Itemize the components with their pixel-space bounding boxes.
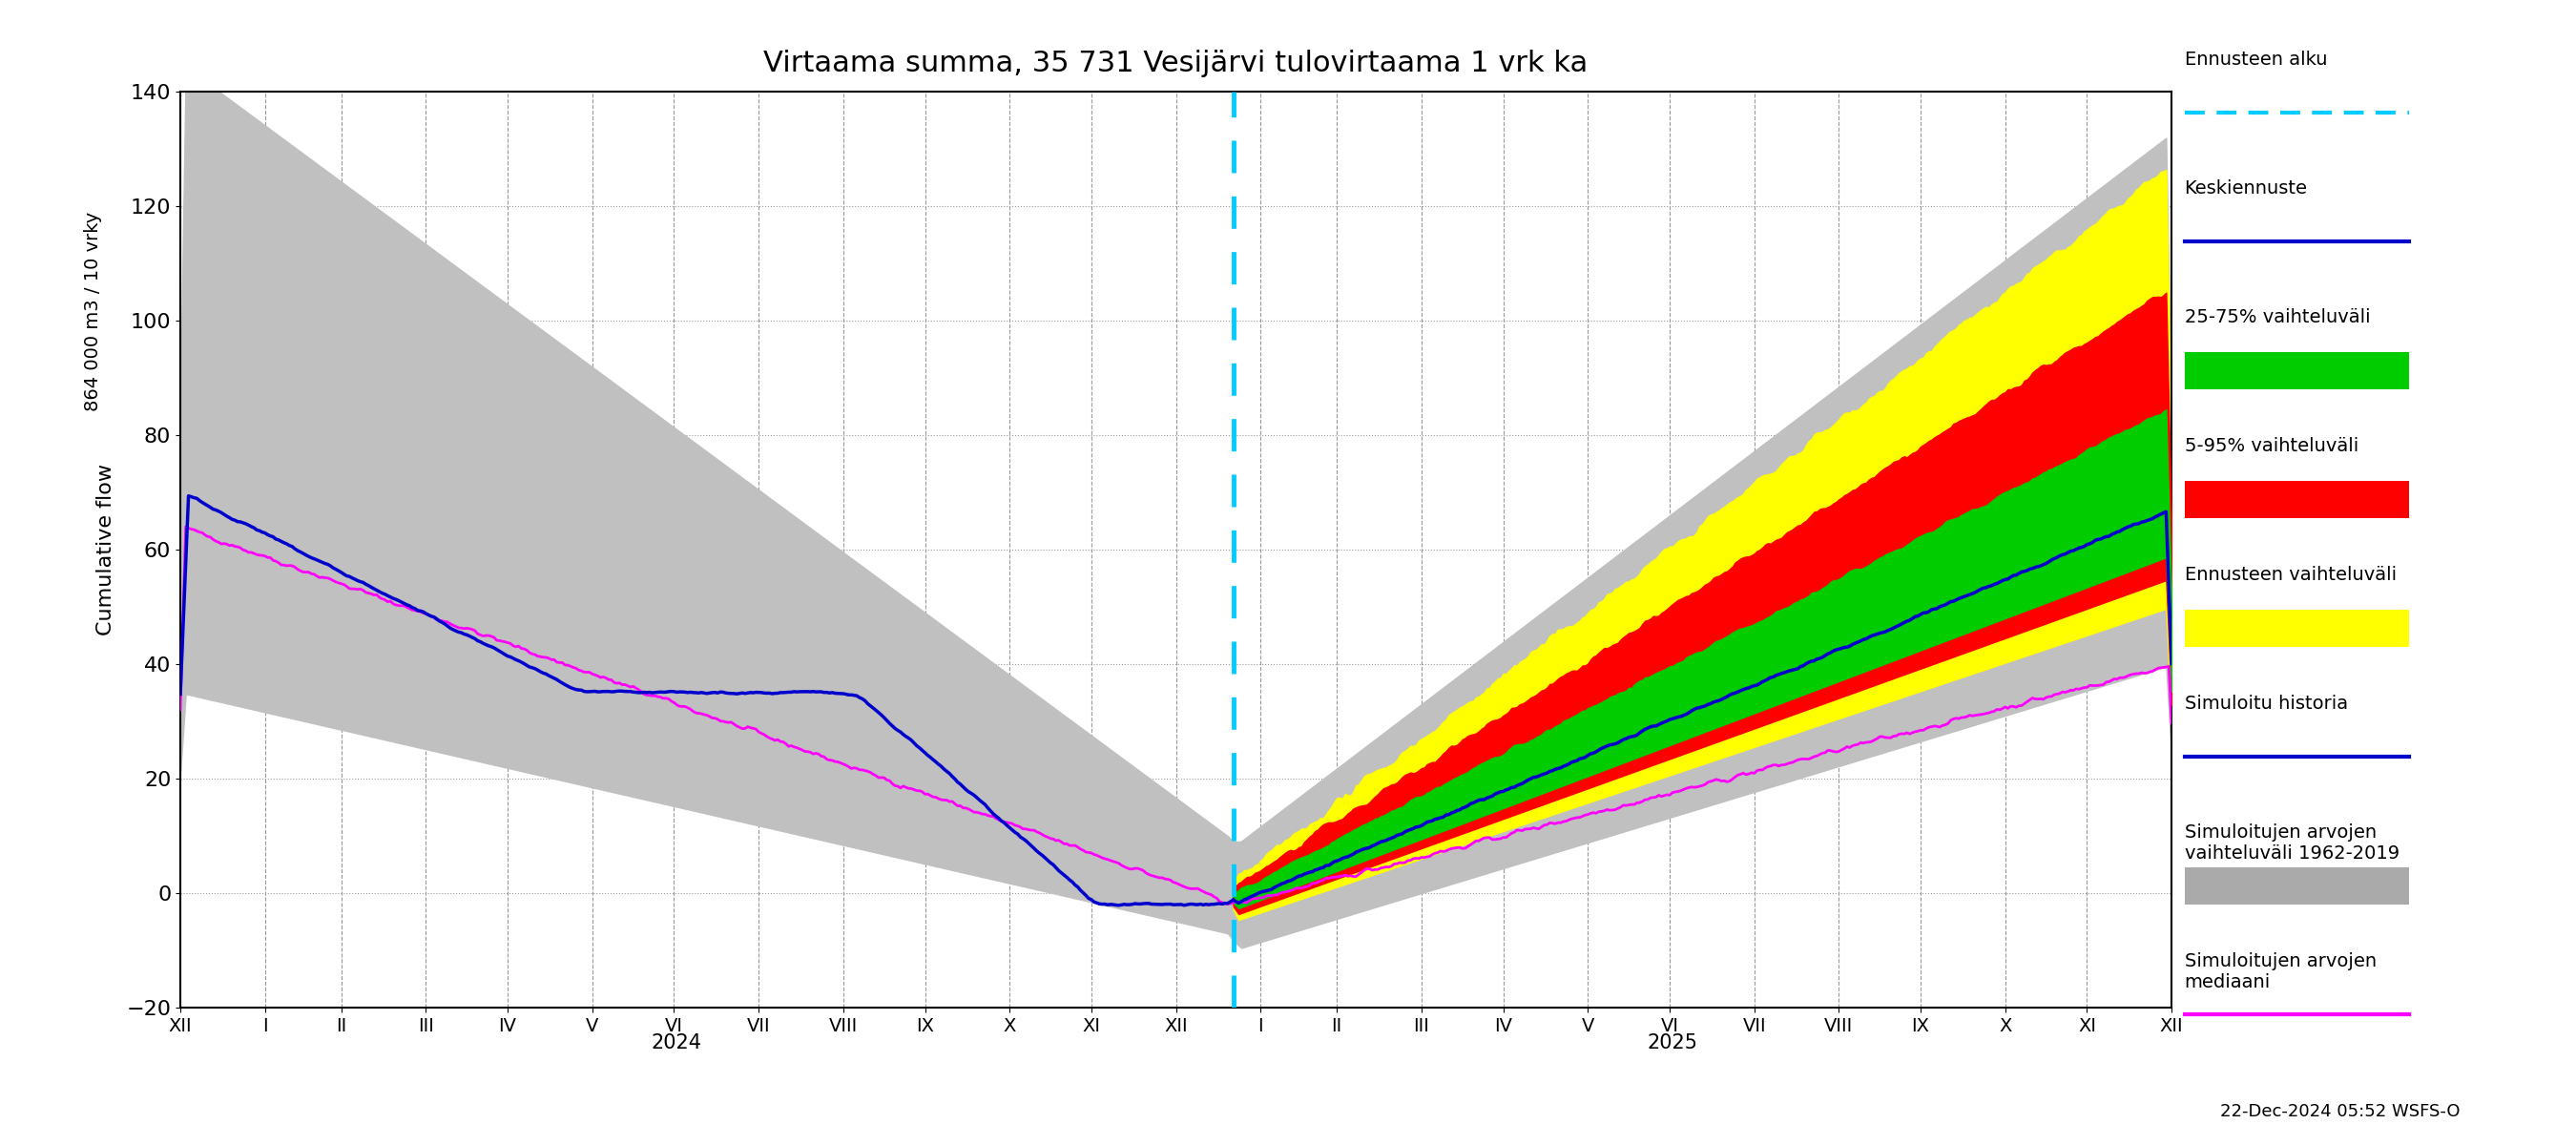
Text: 2025: 2025 <box>1646 1033 1698 1052</box>
Text: Ennusteen vaihteluväli: Ennusteen vaihteluväli <box>2184 566 2396 584</box>
Bar <box>2184 352 2409 389</box>
Text: Keskiennuste: Keskiennuste <box>2184 180 2308 198</box>
Text: Simuloitu historia: Simuloitu historia <box>2184 695 2347 713</box>
Text: 5-95% vaihteluväli: 5-95% vaihteluväli <box>2184 437 2357 456</box>
Bar <box>2184 867 2409 905</box>
Bar <box>2184 609 2409 647</box>
Text: 22-Dec-2024 05:52 WSFS-O: 22-Dec-2024 05:52 WSFS-O <box>2221 1103 2460 1120</box>
Text: Simuloitujen arvojen
vaihteluväli 1962-2019: Simuloitujen arvojen vaihteluväli 1962-2… <box>2184 824 2398 863</box>
Bar <box>2184 481 2409 518</box>
Text: 25-75% vaihteluväli: 25-75% vaihteluväli <box>2184 308 2370 326</box>
Y-axis label: Cumulative flow: Cumulative flow <box>95 464 116 635</box>
Text: Simuloitujen arvojen
mediaani: Simuloitujen arvojen mediaani <box>2184 953 2375 992</box>
Title: Virtaama summa, 35 731 Vesijärvi tulovirtaama 1 vrk ka: Virtaama summa, 35 731 Vesijärvi tulovir… <box>762 49 1589 78</box>
Text: 864 000 m3 / 10 vrky: 864 000 m3 / 10 vrky <box>82 212 103 411</box>
Text: 2024: 2024 <box>652 1033 703 1052</box>
Text: Ennusteen alku: Ennusteen alku <box>2184 50 2326 69</box>
